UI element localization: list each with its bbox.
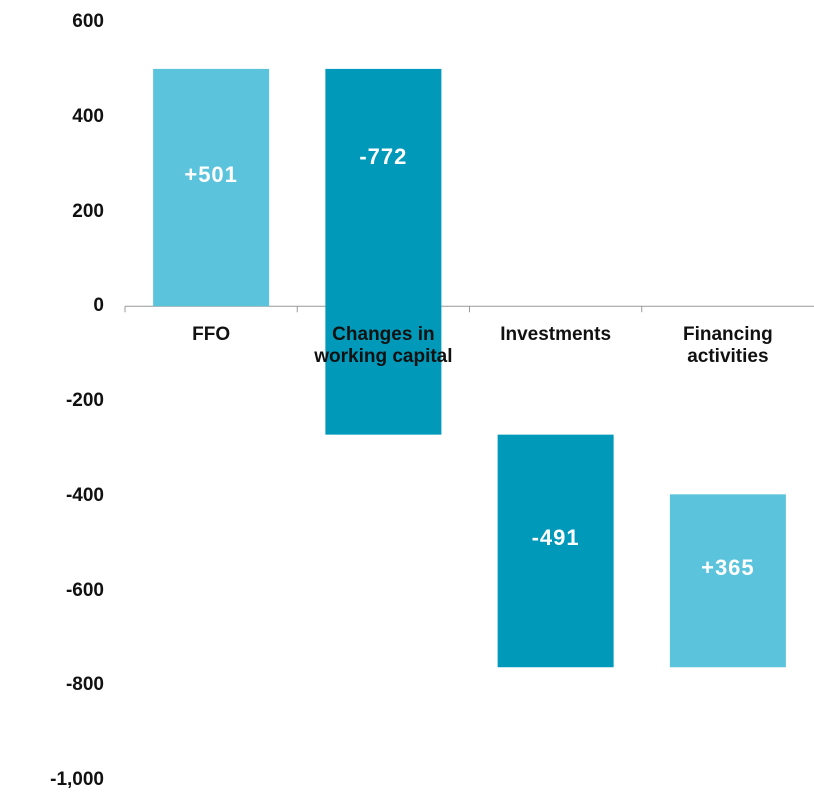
x-tick-label: Investments [500, 324, 612, 346]
value-label: +501 [184, 161, 238, 187]
x-tick-label: Financing activities [683, 324, 773, 368]
bar [497, 434, 614, 668]
y-tick-label: -1,000 [50, 769, 104, 790]
bar [153, 68, 270, 307]
y-tick-label: 400 [72, 105, 104, 127]
y-tick-label: 200 [72, 200, 104, 222]
bar [669, 494, 786, 668]
y-tick-label: 0 [93, 295, 104, 317]
y-tick-label: 600 [72, 11, 104, 32]
value-label: -772 [359, 143, 408, 169]
y-tick-label: -400 [65, 484, 104, 506]
value-label: +365 [701, 554, 755, 580]
x-tick-label: Changes in working capital [314, 324, 453, 368]
y-tick-label: -200 [65, 390, 104, 411]
y-tick-label: -800 [65, 674, 104, 696]
x-tick-label: FFO [192, 324, 231, 346]
bar [325, 68, 442, 435]
value-label: -491 [531, 524, 580, 550]
y-tick-label: -600 [65, 579, 104, 601]
